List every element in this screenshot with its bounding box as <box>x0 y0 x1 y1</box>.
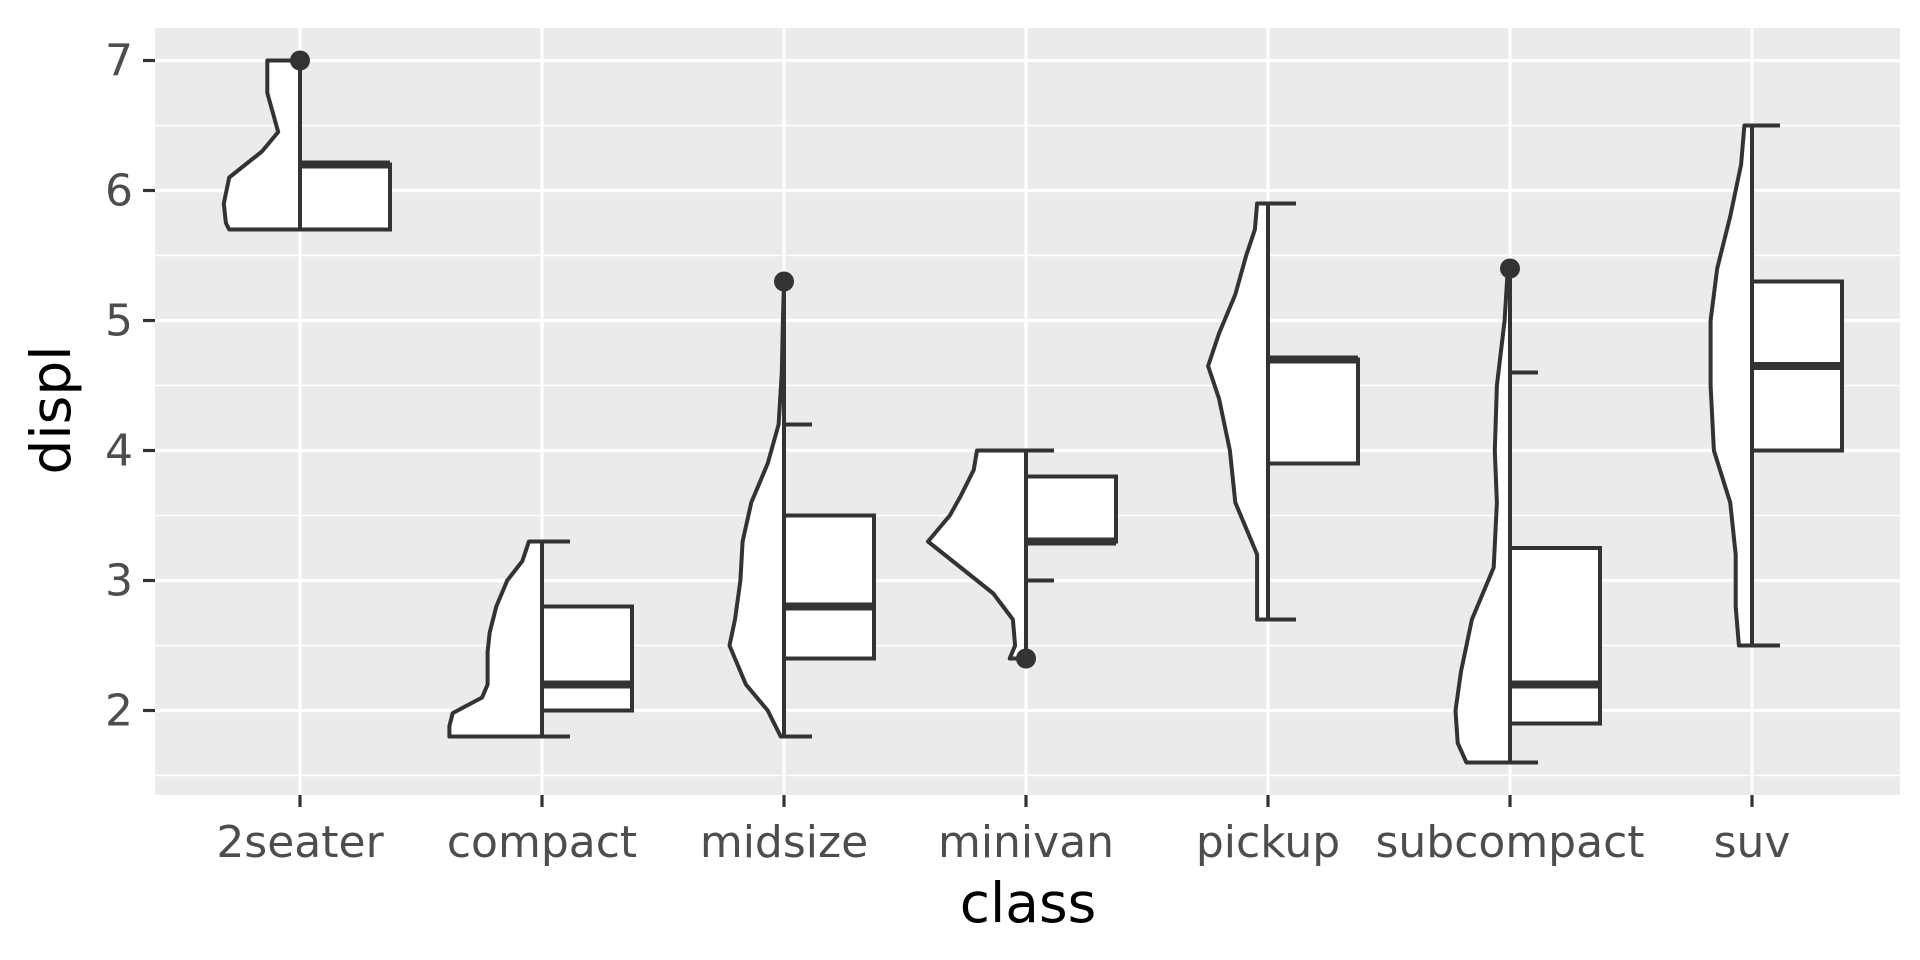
outlier-point-subcompact <box>1500 258 1520 279</box>
violin-compact <box>447 539 544 739</box>
outlier-point-midsize <box>774 271 794 292</box>
plot-panel <box>155 28 1900 795</box>
y-tick-label: 3 <box>105 556 133 607</box>
y-tick-label: 7 <box>105 36 133 87</box>
violin-midsize <box>727 279 786 739</box>
axes: 2 3 4 5 6 7 2seater compact midsize minivan pickup… <box>105 36 1790 869</box>
box-compact <box>540 604 634 713</box>
violin-pickup <box>1206 201 1270 622</box>
box-minivan <box>1024 474 1118 544</box>
x-tick-label: minivan <box>938 817 1114 868</box>
x-tick-label: pickup <box>1196 817 1340 868</box>
x-tick-label: suv <box>1714 817 1791 868</box>
x-tick-label: midsize <box>700 817 868 868</box>
y-tick-label: 6 <box>105 166 133 217</box>
violin-suv <box>1708 123 1754 648</box>
box-layer <box>290 50 1844 765</box>
y-tick-label: 5 <box>105 296 133 347</box>
violin-2seater <box>221 58 302 232</box>
violin-layer <box>221 58 1754 765</box>
x-tick-label: compact <box>447 817 637 868</box>
box-pickup <box>1266 357 1360 466</box>
box-2seater <box>298 162 392 232</box>
outlier-point-2seater <box>290 50 310 71</box>
y-tick-label: 2 <box>105 686 133 737</box>
box-subcompact <box>1508 546 1602 726</box>
x-axis-title: class <box>960 871 1097 935</box>
outlier-point-minivan <box>1016 648 1036 669</box>
box-midsize <box>782 513 876 661</box>
y-tick-label: 4 <box>105 426 133 477</box>
violin-minivan <box>926 448 1028 661</box>
x-tick-label: 2seater <box>216 817 384 868</box>
y-axis-title: displ <box>19 345 83 474</box>
x-tick-label: subcompact <box>1375 817 1644 868</box>
